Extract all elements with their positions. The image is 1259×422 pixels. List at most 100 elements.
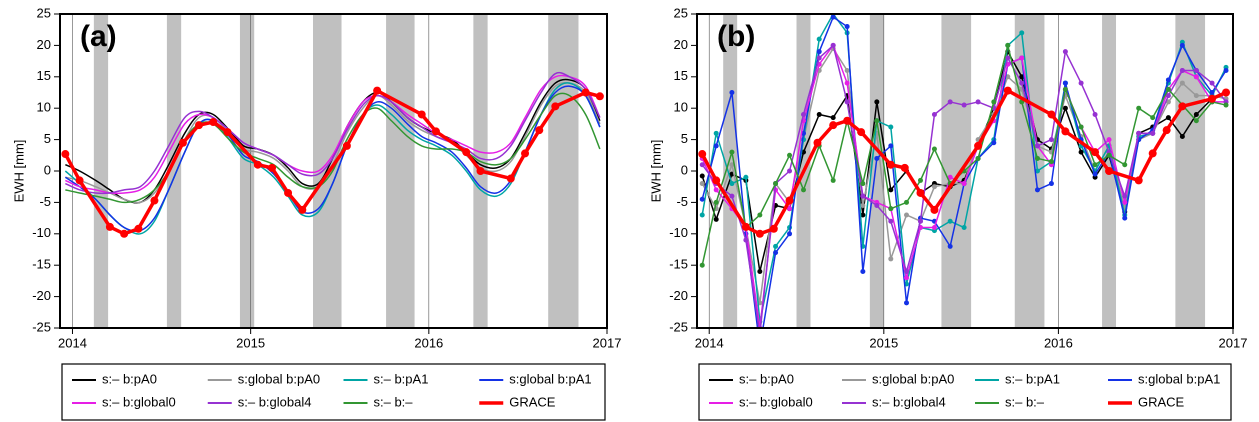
data-point (801, 111, 807, 117)
series-line (65, 92, 601, 204)
data-point (298, 205, 307, 214)
data-point (743, 174, 749, 180)
data-point (1048, 159, 1054, 165)
x-tick-label: 2016 (414, 335, 443, 350)
data-point (1106, 137, 1112, 143)
y-tick-label: -10 (669, 225, 688, 240)
data-point (874, 118, 880, 124)
data-point (476, 167, 485, 175)
data-point (1048, 137, 1054, 143)
series-line (700, 88, 1227, 236)
data-point (1005, 74, 1011, 80)
x-tick-label: 2016 (1044, 335, 1073, 350)
data-point (757, 344, 762, 349)
data-point (1148, 149, 1157, 158)
legend-box (698, 363, 1232, 421)
data-point (342, 141, 351, 150)
data-point (1223, 68, 1229, 74)
data-point (581, 88, 590, 97)
data-point (1193, 74, 1199, 80)
data-point (1062, 86, 1068, 92)
data-point (757, 212, 763, 218)
data-point (1005, 55, 1011, 61)
data-point (1179, 42, 1185, 48)
data-point (284, 188, 293, 197)
y-tick-label: 5 (681, 131, 688, 146)
y-tick-label: -15 (669, 257, 688, 272)
data-point (1091, 148, 1100, 157)
legend-label: s:– b:pA0 (739, 371, 794, 386)
legend-label: GRACE (1138, 394, 1185, 409)
shaded-span (239, 14, 255, 328)
legend-label: s:– b:global0 (102, 394, 176, 409)
data-point (1019, 80, 1025, 86)
data-point (931, 146, 937, 152)
data-point (134, 224, 143, 233)
data-point (1162, 126, 1171, 135)
data-point (75, 176, 84, 185)
data-point (974, 141, 983, 150)
data-point (1179, 80, 1185, 86)
data-point (1062, 49, 1068, 55)
data-point (930, 205, 939, 214)
data-point (1134, 176, 1143, 185)
data-point (1136, 105, 1142, 111)
y-tick-label: -20 (669, 288, 688, 303)
data-point (1062, 105, 1068, 111)
data-point (699, 212, 705, 218)
shaded-span (93, 14, 109, 328)
legend-label: s:– b:pA1 (1005, 371, 1060, 386)
data-point (741, 222, 750, 231)
data-point (904, 268, 910, 274)
panel-title: (b) (717, 20, 755, 53)
y-tick-label: 10 (37, 100, 51, 115)
data-point (844, 68, 850, 74)
data-point (1208, 94, 1217, 103)
data-point (888, 143, 894, 149)
data-point (1122, 162, 1128, 168)
data-point (961, 225, 967, 231)
data-point (729, 90, 735, 95)
data-point (61, 150, 70, 159)
data-point (105, 222, 114, 231)
data-point (535, 126, 544, 135)
legend-label: s:– b:pA1 (374, 371, 429, 386)
data-point (900, 163, 909, 172)
data-point (1122, 215, 1128, 221)
data-point (787, 168, 793, 174)
y-axis-label: EWH [mm] (648, 140, 663, 203)
data-point (931, 184, 937, 190)
data-point (1048, 181, 1054, 187)
plot-area (698, 14, 1231, 349)
data-point (1105, 167, 1114, 175)
data-point (904, 199, 910, 205)
data-point (916, 188, 925, 197)
data-point (268, 163, 277, 172)
data-point (1193, 118, 1199, 124)
legend-label: s:– b:pA0 (102, 371, 157, 386)
data-point (178, 138, 187, 147)
y-tick-label: -5 (676, 194, 688, 209)
data-point (773, 243, 779, 249)
data-point (699, 162, 705, 168)
legend-label: s:global b:pA0 (872, 371, 954, 386)
y-tick-label: -5 (39, 194, 51, 209)
data-point (1034, 143, 1040, 149)
data-point (860, 193, 866, 199)
data-point (699, 262, 705, 268)
data-point (1193, 93, 1199, 99)
data-point (1165, 93, 1171, 99)
data-point (844, 99, 850, 105)
data-point (1222, 88, 1231, 97)
data-point (1165, 77, 1171, 83)
data-point (1062, 80, 1068, 86)
data-point (860, 181, 866, 187)
data-point (1178, 102, 1187, 111)
y-tick-label: 20 (37, 37, 51, 52)
data-point (830, 14, 836, 20)
legend-label: s:global b:pA1 (509, 371, 591, 386)
y-tick-label: -25 (669, 319, 688, 334)
data-point (931, 225, 937, 231)
data-point (947, 243, 953, 249)
data-point (816, 49, 822, 55)
